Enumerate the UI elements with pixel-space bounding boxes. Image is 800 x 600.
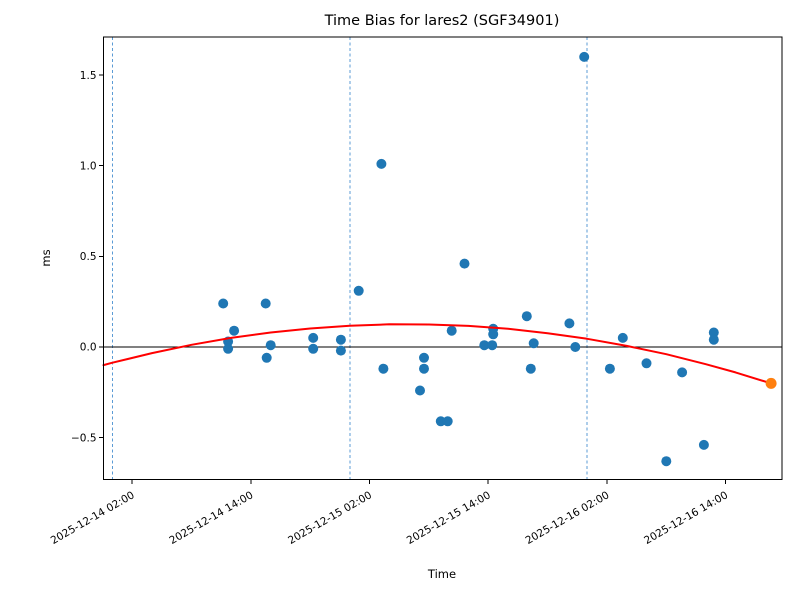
observed-point bbox=[479, 340, 490, 351]
observed-point bbox=[265, 340, 276, 351]
observed-point bbox=[488, 329, 499, 340]
y-tick-label: −0.5 bbox=[71, 432, 97, 444]
axes-frame bbox=[103, 36, 783, 480]
observed-point bbox=[604, 363, 615, 374]
observed-point bbox=[419, 352, 429, 363]
observed-point bbox=[442, 416, 453, 427]
observed-point bbox=[708, 334, 719, 345]
observed-point bbox=[260, 298, 271, 309]
observed-point bbox=[617, 332, 628, 343]
observed-point bbox=[419, 363, 429, 374]
observed-point bbox=[570, 342, 581, 352]
fit-trend-line bbox=[102, 323, 773, 385]
observed-point bbox=[335, 334, 346, 345]
observed-point bbox=[579, 51, 590, 62]
observed-point bbox=[521, 311, 532, 322]
observed-point bbox=[378, 363, 389, 374]
chart-title: Time Bias for lares2 (SGF34901) bbox=[324, 13, 560, 29]
observed-point bbox=[459, 258, 470, 269]
observed-point bbox=[415, 385, 425, 396]
grid-layer bbox=[111, 37, 588, 480]
y-tick-label: 0.5 bbox=[80, 251, 97, 263]
y-tick-label: 1.0 bbox=[80, 160, 97, 172]
observed-point bbox=[308, 343, 319, 354]
observed-point bbox=[435, 416, 446, 427]
y-tick-label: 1.5 bbox=[80, 70, 97, 82]
observed-point bbox=[223, 343, 234, 354]
predicted-layer bbox=[765, 377, 777, 389]
observed-point bbox=[376, 158, 387, 169]
predicted-point bbox=[765, 377, 777, 389]
observed-point bbox=[525, 363, 536, 374]
observed-point bbox=[677, 367, 688, 378]
observed-point bbox=[564, 318, 575, 329]
observed-point bbox=[229, 325, 240, 336]
observed-point bbox=[261, 352, 272, 363]
observed-point bbox=[446, 325, 457, 336]
trend-layer bbox=[102, 323, 773, 385]
y-axis-label: ms bbox=[39, 249, 53, 266]
observed-point bbox=[661, 456, 672, 467]
x-axis-label: Time bbox=[427, 567, 456, 581]
y-tick-label: 0.0 bbox=[80, 342, 97, 354]
observed-point bbox=[708, 327, 719, 338]
scatter-layer bbox=[218, 51, 719, 467]
observed-point bbox=[641, 358, 652, 369]
observed-point bbox=[353, 285, 364, 296]
observed-point bbox=[335, 345, 346, 356]
observed-point bbox=[698, 439, 709, 450]
observed-point bbox=[487, 340, 498, 351]
observed-point bbox=[218, 298, 229, 309]
observed-point bbox=[308, 332, 319, 343]
observed-point bbox=[528, 338, 539, 349]
